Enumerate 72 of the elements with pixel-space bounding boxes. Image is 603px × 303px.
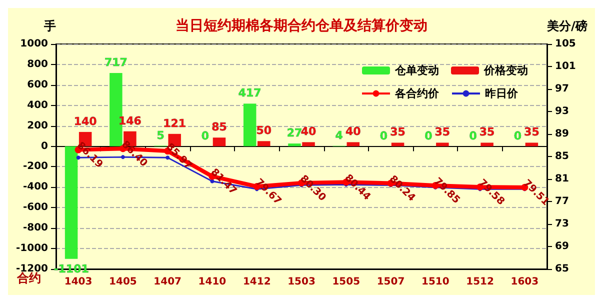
data-label: 0 <box>469 129 478 142</box>
data-label: 4 <box>335 128 344 142</box>
y-tick-label: 0 <box>41 140 48 152</box>
y2-tick-label: 85 <box>555 151 569 162</box>
x-tick-label: 1505 <box>332 276 360 288</box>
data-label: 35 <box>434 126 450 139</box>
x-tick-label: 1507 <box>376 276 405 288</box>
data-label: 0 <box>380 129 388 142</box>
x-tick-label: 1512 <box>466 276 494 288</box>
y-tick-label: 200 <box>27 120 48 132</box>
y2-tick-label: 101 <box>555 61 576 72</box>
y2-axis-title: 美分/磅 <box>546 19 588 33</box>
bar <box>525 142 538 146</box>
bar <box>436 142 449 146</box>
x-axis-title: 合约 <box>16 271 41 285</box>
y2-tick-label: 93 <box>555 106 569 117</box>
data-label: 85 <box>212 120 227 134</box>
data-label: 35 <box>479 126 495 139</box>
bar <box>302 142 315 146</box>
data-label: 40 <box>300 125 317 138</box>
y2-tick-label: 81 <box>555 174 569 184</box>
data-label: 121 <box>163 116 186 130</box>
y-tick-label: 1000 <box>20 38 48 50</box>
y-tick-label: 800 <box>27 58 48 70</box>
chart-title: 当日短约期棉各期合约仓单及结算价变动 <box>176 17 428 34</box>
y-tick-label: -800 <box>22 222 48 234</box>
y2-tick-label: 97 <box>555 84 569 94</box>
data-label: 5 <box>156 128 164 142</box>
y2-tick-label: 73 <box>555 218 569 230</box>
bar <box>288 144 301 146</box>
y-tick-label: -600 <box>22 202 48 214</box>
x-tick-label: 1403 <box>64 276 92 288</box>
legend-label: 仓单变动 <box>394 64 439 77</box>
x-tick-label: 1503 <box>288 276 316 288</box>
bar <box>480 142 494 146</box>
bar <box>243 104 256 146</box>
data-label: 50 <box>256 124 272 138</box>
data-label: 27 <box>286 126 302 140</box>
legend-label: 价格变动 <box>483 64 528 77</box>
bar <box>212 138 226 146</box>
data-label: 717 <box>104 56 128 69</box>
y-tick-label: -400 <box>22 182 48 193</box>
bar <box>258 141 270 146</box>
y-axis-title: 手 <box>43 19 56 33</box>
x-tick-label: 1410 <box>198 276 226 288</box>
data-label: 0 <box>424 129 433 142</box>
x-tick-label: 1405 <box>109 276 137 288</box>
y-tick-label: -200 <box>22 161 48 172</box>
data-label: 140 <box>74 114 98 128</box>
y2-tick-label: 89 <box>555 128 569 140</box>
x-tick-label: 1603 <box>510 276 539 288</box>
bar <box>391 142 404 146</box>
data-label: 0 <box>201 129 210 142</box>
legend-label: 各合约价 <box>394 87 440 100</box>
x-tick-label: 1510 <box>421 276 450 288</box>
x-tick-label: 1412 <box>242 276 271 288</box>
bar <box>346 142 360 146</box>
data-label: 35 <box>390 126 406 139</box>
legend-label: 昨日价 <box>485 87 519 100</box>
y2-tick-label: 77 <box>555 196 569 207</box>
y-tick-label: -1000 <box>16 243 48 254</box>
x-tick-label: 1407 <box>154 276 182 288</box>
data-label: 0 <box>514 129 522 142</box>
data-label: 35 <box>524 126 540 139</box>
y-tick-label: 600 <box>27 79 48 90</box>
y2-tick-label: 69 <box>555 241 569 252</box>
data-label: 40 <box>345 125 362 138</box>
y-tick-label: 400 <box>27 100 48 111</box>
bar <box>64 146 78 259</box>
y2-tick-label: 65 <box>555 264 569 274</box>
y2-tick-label: 105 <box>555 38 576 50</box>
data-label: 417 <box>238 86 262 100</box>
